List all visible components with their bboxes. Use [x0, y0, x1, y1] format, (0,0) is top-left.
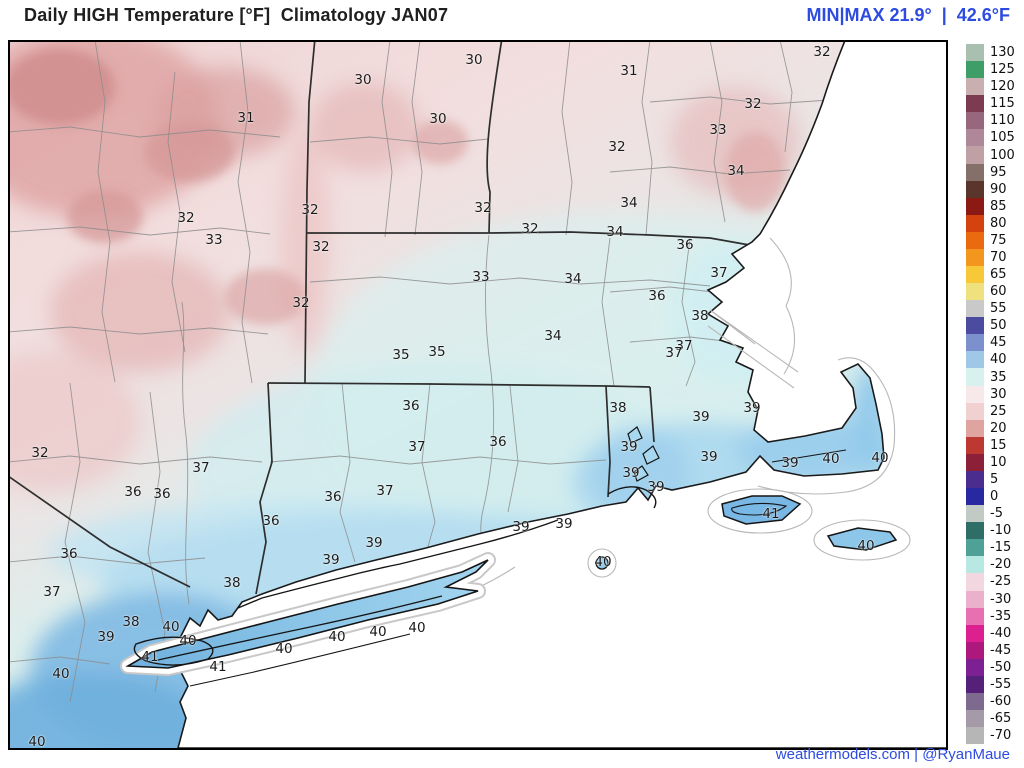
colorbar-tick-label: 70	[990, 249, 1007, 265]
colorbar-band	[966, 61, 984, 79]
colorbar-band	[966, 419, 984, 437]
colorbar-tick-label: 130	[990, 45, 1015, 61]
climate-map-svg	[10, 42, 946, 748]
colorbar-tick-label: -70	[990, 728, 1012, 744]
colorbar-tick-label: -10	[990, 523, 1012, 539]
colorbar-tick-label: -65	[990, 711, 1012, 727]
nantucket	[826, 527, 898, 551]
colorbar-band	[966, 453, 984, 471]
colorbar-band	[966, 641, 984, 659]
colorbar-band	[966, 607, 984, 625]
colorbar-band	[966, 129, 984, 147]
colorbar-band	[966, 675, 984, 693]
colorbar-band	[966, 692, 984, 711]
colorbar-tick-label: 100	[990, 147, 1015, 163]
colorbar-band	[966, 402, 984, 420]
colorbar-tick-label: 80	[990, 215, 1007, 231]
colorbar-tick-label: -15	[990, 540, 1012, 556]
colorbar-bands	[966, 44, 984, 745]
colorbar-tick-label: 125	[990, 62, 1015, 78]
colorbar-tick-label: -20	[990, 557, 1012, 573]
colorbar-band	[966, 163, 984, 181]
map-frame	[8, 40, 948, 750]
page-title: Daily HIGH Temperature [°F] Climatology …	[24, 5, 449, 25]
colorbar-band	[966, 368, 984, 386]
contour-lines	[133, 449, 847, 666]
colorbar-labels: 130 125 120 115 110 105 100 95 90 85 80 75 70 65 60 55 5…	[990, 44, 1024, 744]
colorbar-tick-label: 0	[990, 489, 999, 505]
colorbar-tick-label: 5	[990, 471, 999, 487]
colorbar-tick-label: 90	[990, 181, 1007, 197]
colorbar-tick-label: -50	[990, 659, 1012, 675]
colorbar-tick-label: 85	[990, 198, 1007, 214]
colorbar-tick-label: -35	[990, 608, 1012, 624]
attribution-text: weathermodels.com | @RyanMaue	[775, 746, 1010, 763]
colorbar-tick-label: -40	[990, 625, 1012, 641]
colorbar-tick-label: 10	[990, 454, 1007, 470]
minmax-readout: MIN|MAX 21.9° | 42.6°F	[806, 5, 1010, 25]
narragansett-islands	[627, 426, 660, 482]
colorbar-tick-label: 45	[990, 335, 1007, 351]
colorbar-band	[966, 470, 984, 489]
colorbar-tick-label: 65	[990, 267, 1007, 283]
colorbar-band	[966, 248, 984, 267]
colorbar-band	[966, 78, 984, 96]
colorbar-band	[966, 436, 984, 454]
marthas-vineyard	[721, 495, 802, 525]
colorbar-tick-label: -45	[990, 642, 1012, 658]
colorbar-tick-label: 55	[990, 301, 1007, 317]
colorbar-tick-label: -55	[990, 676, 1012, 692]
colorbar-band	[966, 539, 984, 557]
colorbar-tick-label: 50	[990, 318, 1007, 334]
colorbar-band	[966, 658, 984, 676]
colorbar-band	[966, 214, 984, 232]
colorbar-band	[966, 488, 984, 506]
colorbar-tick-label: 25	[990, 403, 1007, 419]
colorbar-band	[966, 351, 984, 369]
colorbar-tick-label: 15	[990, 437, 1007, 453]
colorbar-band	[966, 573, 984, 591]
colorbar-tick-label: 20	[990, 420, 1007, 436]
colorbar-band	[966, 266, 984, 284]
state-borders	[10, 42, 756, 595]
colorbar-band	[966, 283, 984, 301]
county-lines	[10, 42, 831, 703]
colorbar-band	[966, 727, 984, 745]
colorbar-band	[966, 556, 984, 574]
colorbar-tick-label: -5	[990, 506, 1003, 522]
colorbar-tick-label: 95	[990, 164, 1007, 180]
colorbar-band	[966, 624, 984, 642]
colorbar-tick-label: 105	[990, 130, 1015, 146]
long-island	[120, 552, 496, 687]
colorbar-tick-label: 30	[990, 386, 1007, 402]
colorbar-band	[966, 300, 984, 318]
colorbar-band	[966, 44, 984, 62]
colorbar-band	[966, 197, 984, 215]
colorbar-band	[966, 590, 984, 608]
colorbar-tick-label: 40	[990, 352, 1007, 368]
colorbar-tick-label: 110	[990, 113, 1015, 129]
colorbar-tick-label: -60	[990, 694, 1012, 709]
colorbar-tick-label: 120	[990, 79, 1015, 95]
colorbar-tick-label: -25	[990, 574, 1012, 590]
colorbar-band	[966, 385, 984, 403]
colorbar-band	[966, 334, 984, 352]
red-spot-blobs	[10, 49, 785, 325]
colorbar-band	[966, 95, 984, 113]
colorbar-band	[966, 710, 984, 728]
colorbar-tick-label: 35	[990, 369, 1007, 385]
colorbar-tick-label: 60	[990, 284, 1007, 300]
colorbar-tick-label: 115	[990, 96, 1015, 112]
colorbar-band	[966, 146, 984, 164]
colorbar-band	[966, 522, 984, 540]
colorbar-tick-label: 75	[990, 232, 1007, 248]
colorbar-band	[966, 112, 984, 130]
colorbar-band	[966, 180, 984, 198]
colorbar-tick-label: -30	[990, 591, 1012, 607]
colorbar-band	[966, 231, 984, 249]
colorbar-band	[966, 317, 984, 335]
block-island	[595, 556, 609, 570]
colorbar-band	[966, 505, 984, 523]
